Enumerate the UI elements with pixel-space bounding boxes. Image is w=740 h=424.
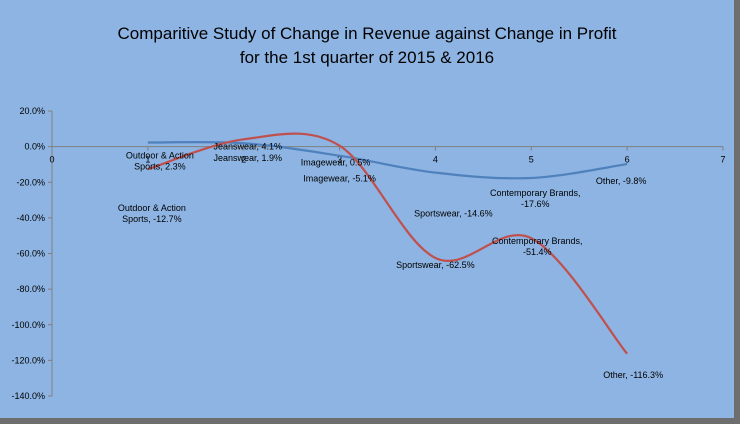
data-label: Sportswear, -62.5% [396, 260, 475, 270]
data-label: Imagewear, -5.1% [303, 174, 376, 184]
x-tick-label: 3 [337, 155, 342, 165]
data-label: Outdoor & Action Sports, -12.7% [118, 203, 186, 224]
x-tick-label: 0 [49, 155, 54, 165]
x-tick-label: 5 [529, 155, 534, 165]
x-tick-label: 2 [241, 155, 246, 165]
x-tick-label: 4 [433, 155, 438, 165]
y-tick-label: -80.0% [16, 284, 45, 294]
series-line-2 [147, 132, 628, 355]
y-tick-label: 20.0% [19, 106, 45, 116]
y-tick-label: -140.0% [11, 391, 45, 401]
data-label: Sportswear, -14.6% [414, 209, 493, 219]
x-tick-label: 7 [720, 155, 725, 165]
data-label: Other, -9.8% [596, 176, 647, 186]
y-tick-label: -60.0% [16, 249, 45, 259]
data-label: Outdoor & Action Sports, 2.3% [126, 151, 194, 172]
series-line-1 [147, 140, 628, 180]
x-tick-label: 1 [145, 155, 150, 165]
data-label: Other, -116.3% [603, 370, 663, 380]
chart-plot: 20.0% 0.0% -20.0% -40.0% -60.0% -80.0% -100.0%… [11, 106, 725, 401]
data-label: Jeanswear, 1.9% [213, 153, 282, 163]
data-label: Jeanswear, 4.1% [213, 141, 282, 151]
data-label: Imagewear, 0.5% [301, 158, 371, 168]
chart-title-line1: Comparitive Study of Change in Revenue a… [117, 24, 617, 43]
y-tick-label: -20.0% [16, 177, 45, 187]
data-label: Contemporary Brands, -51.4% [492, 236, 583, 257]
y-tick-label: -100.0% [11, 320, 45, 330]
y-tick-label: 0.0% [24, 142, 45, 152]
data-label: Contemporary Brands, -17.6% [490, 188, 581, 209]
x-tick-label: 6 [625, 155, 630, 165]
y-tick-label: -40.0% [16, 213, 45, 223]
y-tick-label: -120.0% [11, 355, 45, 365]
chart-title-line2: for the 1st quarter of 2015 & 2016 [239, 48, 495, 67]
